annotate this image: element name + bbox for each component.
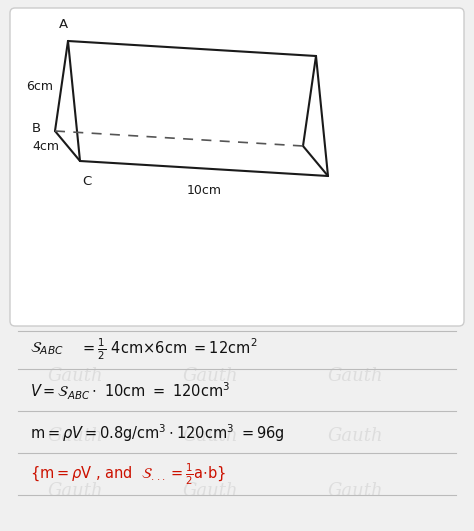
Text: Gauth: Gauth (47, 427, 103, 445)
Text: Gauth: Gauth (327, 22, 383, 40)
Text: Gauth: Gauth (182, 482, 238, 500)
Text: Gauth: Gauth (182, 252, 238, 270)
Text: Gauth: Gauth (47, 252, 103, 270)
Text: Gauth: Gauth (327, 367, 383, 385)
Text: Gauth: Gauth (182, 312, 238, 330)
Text: Gauth: Gauth (47, 192, 103, 210)
Text: Gauth: Gauth (327, 192, 383, 210)
Text: A: A (58, 18, 68, 31)
Text: Gauth: Gauth (182, 192, 238, 210)
Text: Gauth: Gauth (47, 367, 103, 385)
Text: Gauth: Gauth (327, 312, 383, 330)
Text: Gauth: Gauth (327, 427, 383, 445)
Text: $V= \mathcal{S}_{ABC} \cdot$ 10cm $=$ 120cm$^3$: $V= \mathcal{S}_{ABC} \cdot$ 10cm $=$ 12… (30, 380, 230, 401)
Text: m$= \rho V = 0.8$g/cm$^3 \cdot 120$cm$^3$ $=96$g: m$= \rho V = 0.8$g/cm$^3 \cdot 120$cm$^3… (30, 422, 285, 444)
Text: $= \frac{1}{2}$ 4cm$\times$6cm $= 12$cm$^2$: $= \frac{1}{2}$ 4cm$\times$6cm $= 12$cm$… (80, 336, 257, 362)
Text: 6cm: 6cm (26, 80, 53, 92)
Text: $\mathcal{S}_{ABC}$: $\mathcal{S}_{ABC}$ (30, 341, 64, 357)
Text: Gauth: Gauth (47, 132, 103, 150)
Text: Gauth: Gauth (327, 482, 383, 500)
Text: Gauth: Gauth (327, 72, 383, 90)
Text: B: B (32, 123, 41, 135)
Text: 10cm: 10cm (186, 184, 221, 198)
FancyBboxPatch shape (10, 8, 464, 326)
Text: Gauth: Gauth (47, 22, 103, 40)
Text: $\{$m$=\rho$V , and  $\mathcal{S}_{...} = \frac{1}{2}$a$\cdot$b$\}$: $\{$m$=\rho$V , and $\mathcal{S}_{...} =… (30, 461, 226, 487)
Text: Gauth: Gauth (327, 132, 383, 150)
Text: Gauth: Gauth (182, 367, 238, 385)
Text: C: C (82, 175, 91, 188)
Text: 4cm: 4cm (32, 140, 59, 152)
Text: Gauth: Gauth (47, 312, 103, 330)
Text: Gauth: Gauth (182, 22, 238, 40)
Text: Gauth: Gauth (182, 427, 238, 445)
Text: Gauth: Gauth (182, 132, 238, 150)
Text: Gauth: Gauth (327, 252, 383, 270)
Text: Gauth: Gauth (47, 72, 103, 90)
Text: Gauth: Gauth (182, 72, 238, 90)
Text: Gauth: Gauth (47, 482, 103, 500)
